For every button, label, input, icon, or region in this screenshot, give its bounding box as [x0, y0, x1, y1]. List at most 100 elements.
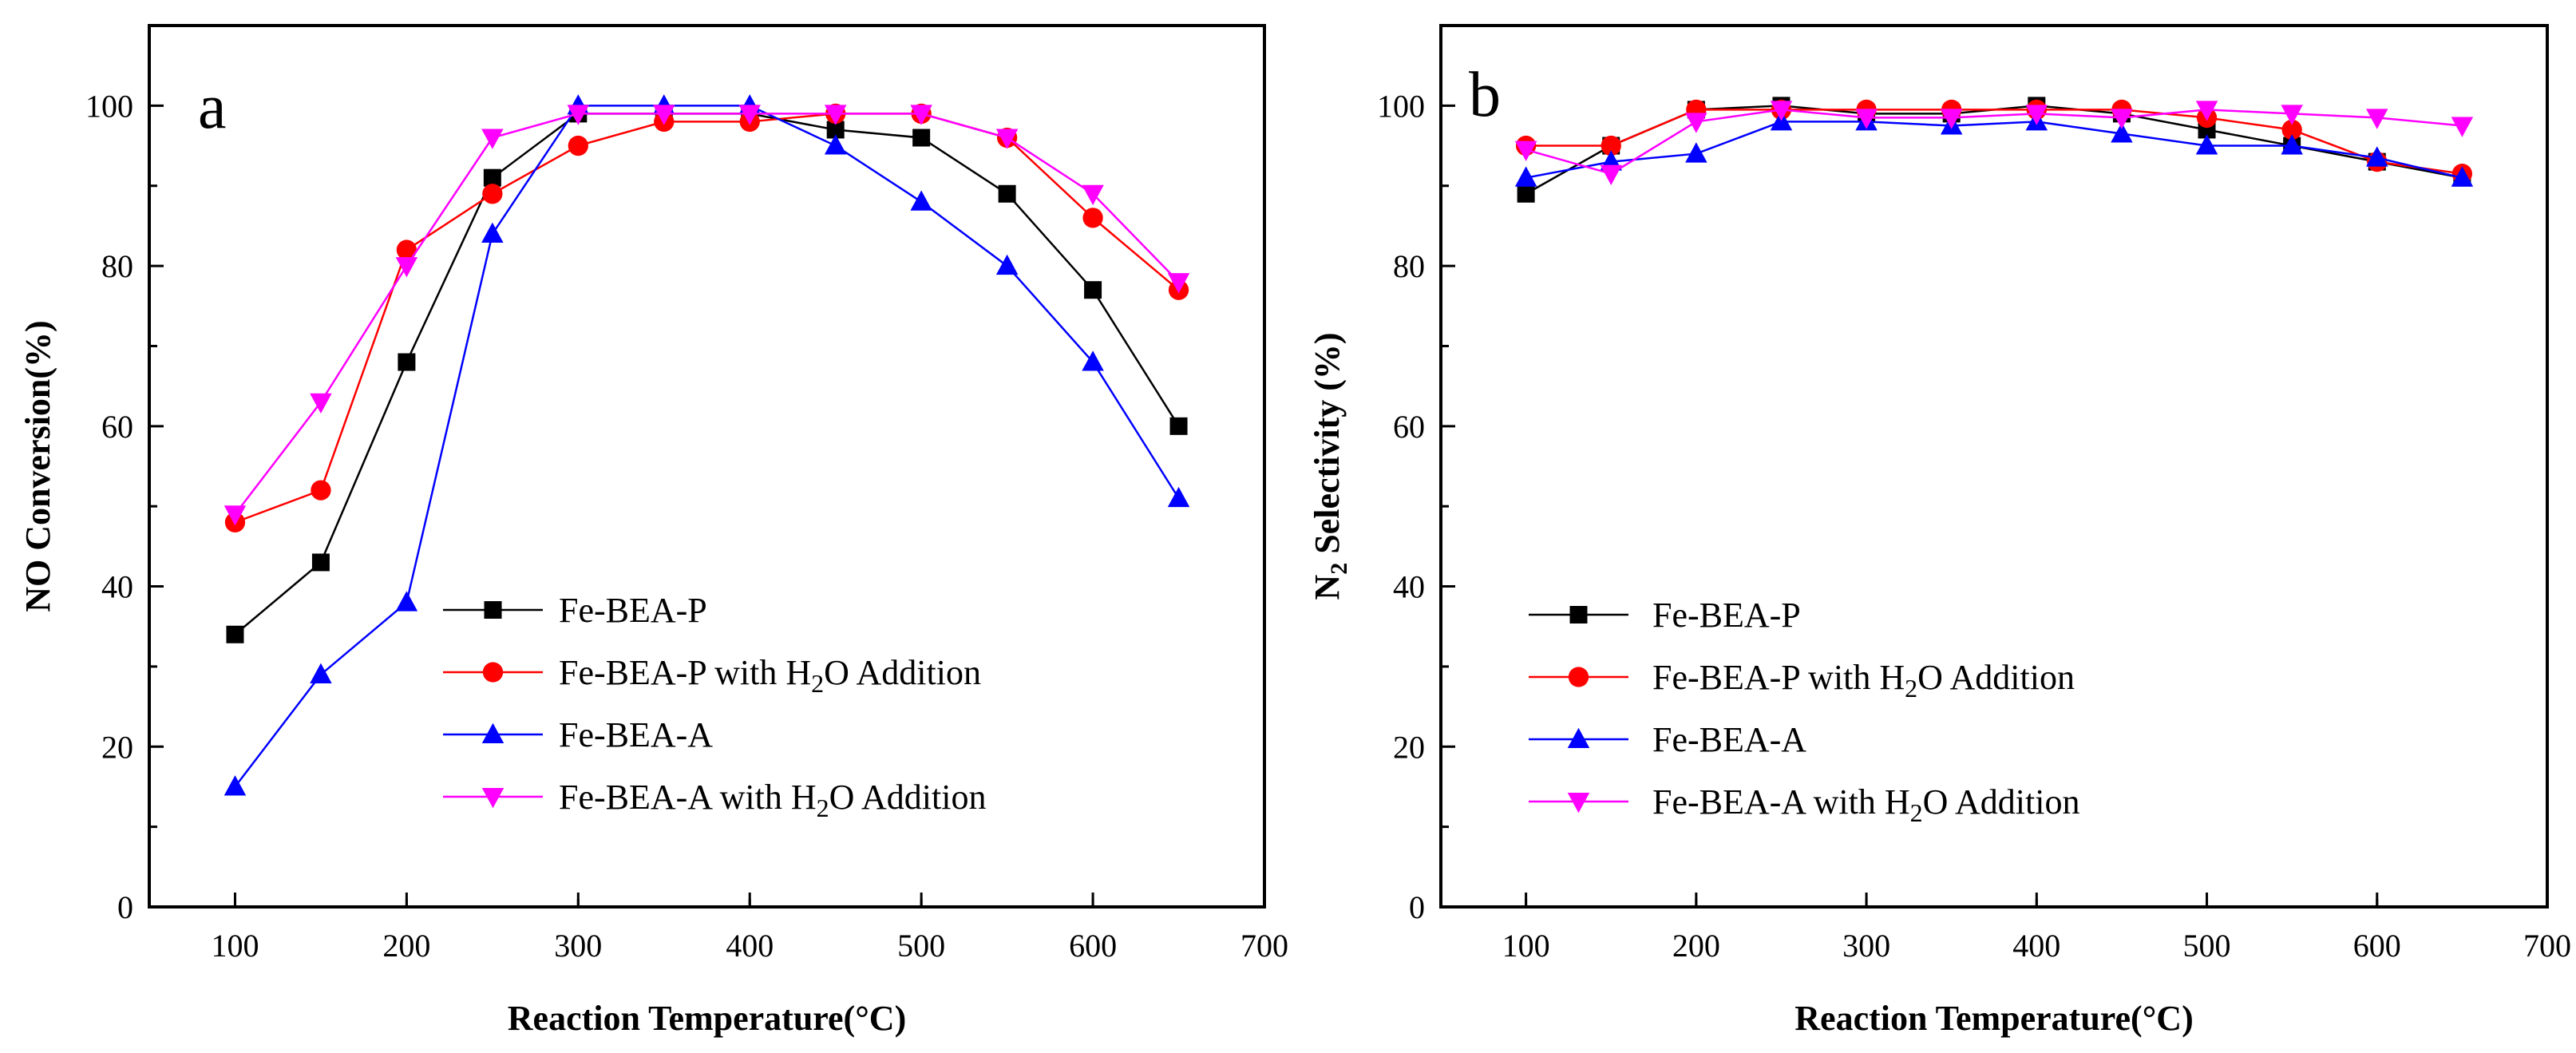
- legend: Fe-BEA-P Fe-BEA-P with H2O Addition Fe-BEA…: [443, 591, 986, 822]
- series-line: [234, 113, 1180, 515]
- data-point: [310, 663, 332, 683]
- series-line: [235, 113, 1180, 524]
- data-point: [224, 505, 247, 526]
- y-tick-label: 60: [101, 409, 133, 445]
- data-point: [1517, 184, 1535, 203]
- x-tick-label: 400: [2012, 928, 2060, 964]
- x-tick-label: 100: [211, 928, 259, 964]
- data-point: [1600, 164, 1622, 185]
- legend-marker: [484, 601, 502, 619]
- data-point: [395, 591, 418, 612]
- legend-marker: [481, 788, 505, 809]
- x-tick-label: 200: [382, 928, 430, 964]
- series-fe-bea-p: [1517, 97, 2471, 203]
- x-tick-label: 400: [726, 928, 774, 964]
- y-axis-title: N2 Selectivity (%): [1308, 332, 1352, 600]
- y-tick-label: 40: [101, 569, 133, 605]
- legend-marker: [481, 722, 505, 743]
- series-fe-bea-a: [1514, 110, 2474, 187]
- data-point: [910, 190, 932, 211]
- legend-label: Fe-BEA-P: [559, 591, 707, 630]
- x-tick-label: 700: [2523, 928, 2571, 964]
- y-tick-label: 0: [1409, 889, 1425, 925]
- data-point: [481, 222, 504, 243]
- series-line: [234, 105, 1180, 788]
- data-point: [226, 625, 244, 643]
- data-point: [2111, 122, 2133, 143]
- chart-panel-a: 100 200 300 400 500 600 700 0 20 40 60 80 100 Reactio…: [18, 24, 1288, 1038]
- legend-marker: [1567, 727, 1590, 748]
- data-point: [826, 121, 845, 139]
- legend-marker: [482, 662, 504, 683]
- legend-label: Fe-BEA-A: [1652, 720, 1806, 759]
- legend-label: Fe-BEA-P with H2O Addition: [1652, 658, 2075, 703]
- data-point: [1685, 113, 1707, 133]
- x-tick-label: 300: [1842, 928, 1890, 964]
- y-tick-label: 80: [1393, 248, 1425, 284]
- series-fe-bea-a-with-h2o-addition: [1514, 101, 2474, 185]
- data-point: [1770, 101, 1793, 121]
- legend-label: Fe-BEA-A with H2O Addition: [559, 778, 986, 822]
- x-tick-label: 600: [1069, 928, 1117, 964]
- x-tick-label: 200: [1672, 928, 1720, 964]
- data-point: [2281, 119, 2302, 141]
- legend-marker: [1567, 793, 1590, 814]
- data-point: [482, 184, 503, 204]
- data-point: [1685, 142, 1707, 163]
- data-point: [2281, 105, 2303, 125]
- data-point: [311, 480, 331, 501]
- legend-marker: [1569, 606, 1588, 623]
- series-line: [1525, 109, 2463, 176]
- series-fe-bea-a-with-h2o-addition: [224, 105, 1190, 526]
- plot-frame: [148, 24, 1266, 909]
- data-point: [998, 184, 1016, 203]
- series-line: [1525, 121, 2463, 179]
- data-point: [2195, 101, 2218, 121]
- data-point: [1082, 208, 1103, 228]
- series-fe-bea-p-with-h2o-addition: [224, 103, 1189, 532]
- x-axis-title: Reaction Temperature(°C): [508, 999, 906, 1038]
- x-axis-title: Reaction Temperature(°C): [1794, 999, 2193, 1038]
- y-tick-label: 40: [1393, 569, 1425, 605]
- data-point: [2195, 134, 2218, 155]
- panel-letter: a: [198, 72, 227, 142]
- legend-label: Fe-BEA-A: [559, 715, 713, 754]
- data-point: [912, 129, 931, 147]
- data-point: [1601, 135, 1621, 156]
- data-point: [395, 257, 418, 278]
- legend-marker: [1568, 667, 1589, 687]
- series-fe-bea-p: [226, 105, 1188, 643]
- x-tick-label: 700: [1241, 928, 1288, 964]
- data-point: [568, 135, 588, 156]
- data-point: [224, 775, 247, 796]
- data-point: [738, 105, 761, 125]
- data-point: [2451, 117, 2474, 137]
- x-tick-label: 600: [2353, 928, 2401, 964]
- y-tick-label: 20: [101, 729, 133, 765]
- x-tick-label: 500: [897, 928, 945, 964]
- y-tick-label: 100: [85, 88, 133, 124]
- data-point: [1940, 109, 1963, 129]
- data-point: [2451, 166, 2474, 187]
- x-tick-label: 500: [2183, 928, 2231, 964]
- plot-frame: [1439, 24, 2549, 909]
- data-point: [2366, 109, 2388, 129]
- data-point: [2025, 105, 2048, 125]
- y-tick-label: 20: [1393, 729, 1425, 765]
- data-point: [824, 105, 847, 125]
- panel-letter: b: [1469, 60, 1501, 130]
- data-point: [995, 129, 1019, 149]
- series-fe-bea-p-with-h2o-addition: [1515, 99, 2473, 184]
- chart-panel-b: 100 200 300 400 500 600 700 0 20 40 60 80 100 Reactio…: [1308, 24, 2571, 1038]
- y-tick-label: 60: [1393, 409, 1425, 445]
- legend-label: Fe-BEA-P: [1652, 596, 1801, 635]
- data-point: [1084, 281, 1102, 299]
- x-tick-label: 100: [1502, 928, 1550, 964]
- data-point: [311, 553, 330, 572]
- data-point: [1855, 109, 1878, 129]
- data-point: [2111, 109, 2133, 129]
- y-tick-label: 100: [1377, 88, 1425, 124]
- data-point: [483, 168, 501, 187]
